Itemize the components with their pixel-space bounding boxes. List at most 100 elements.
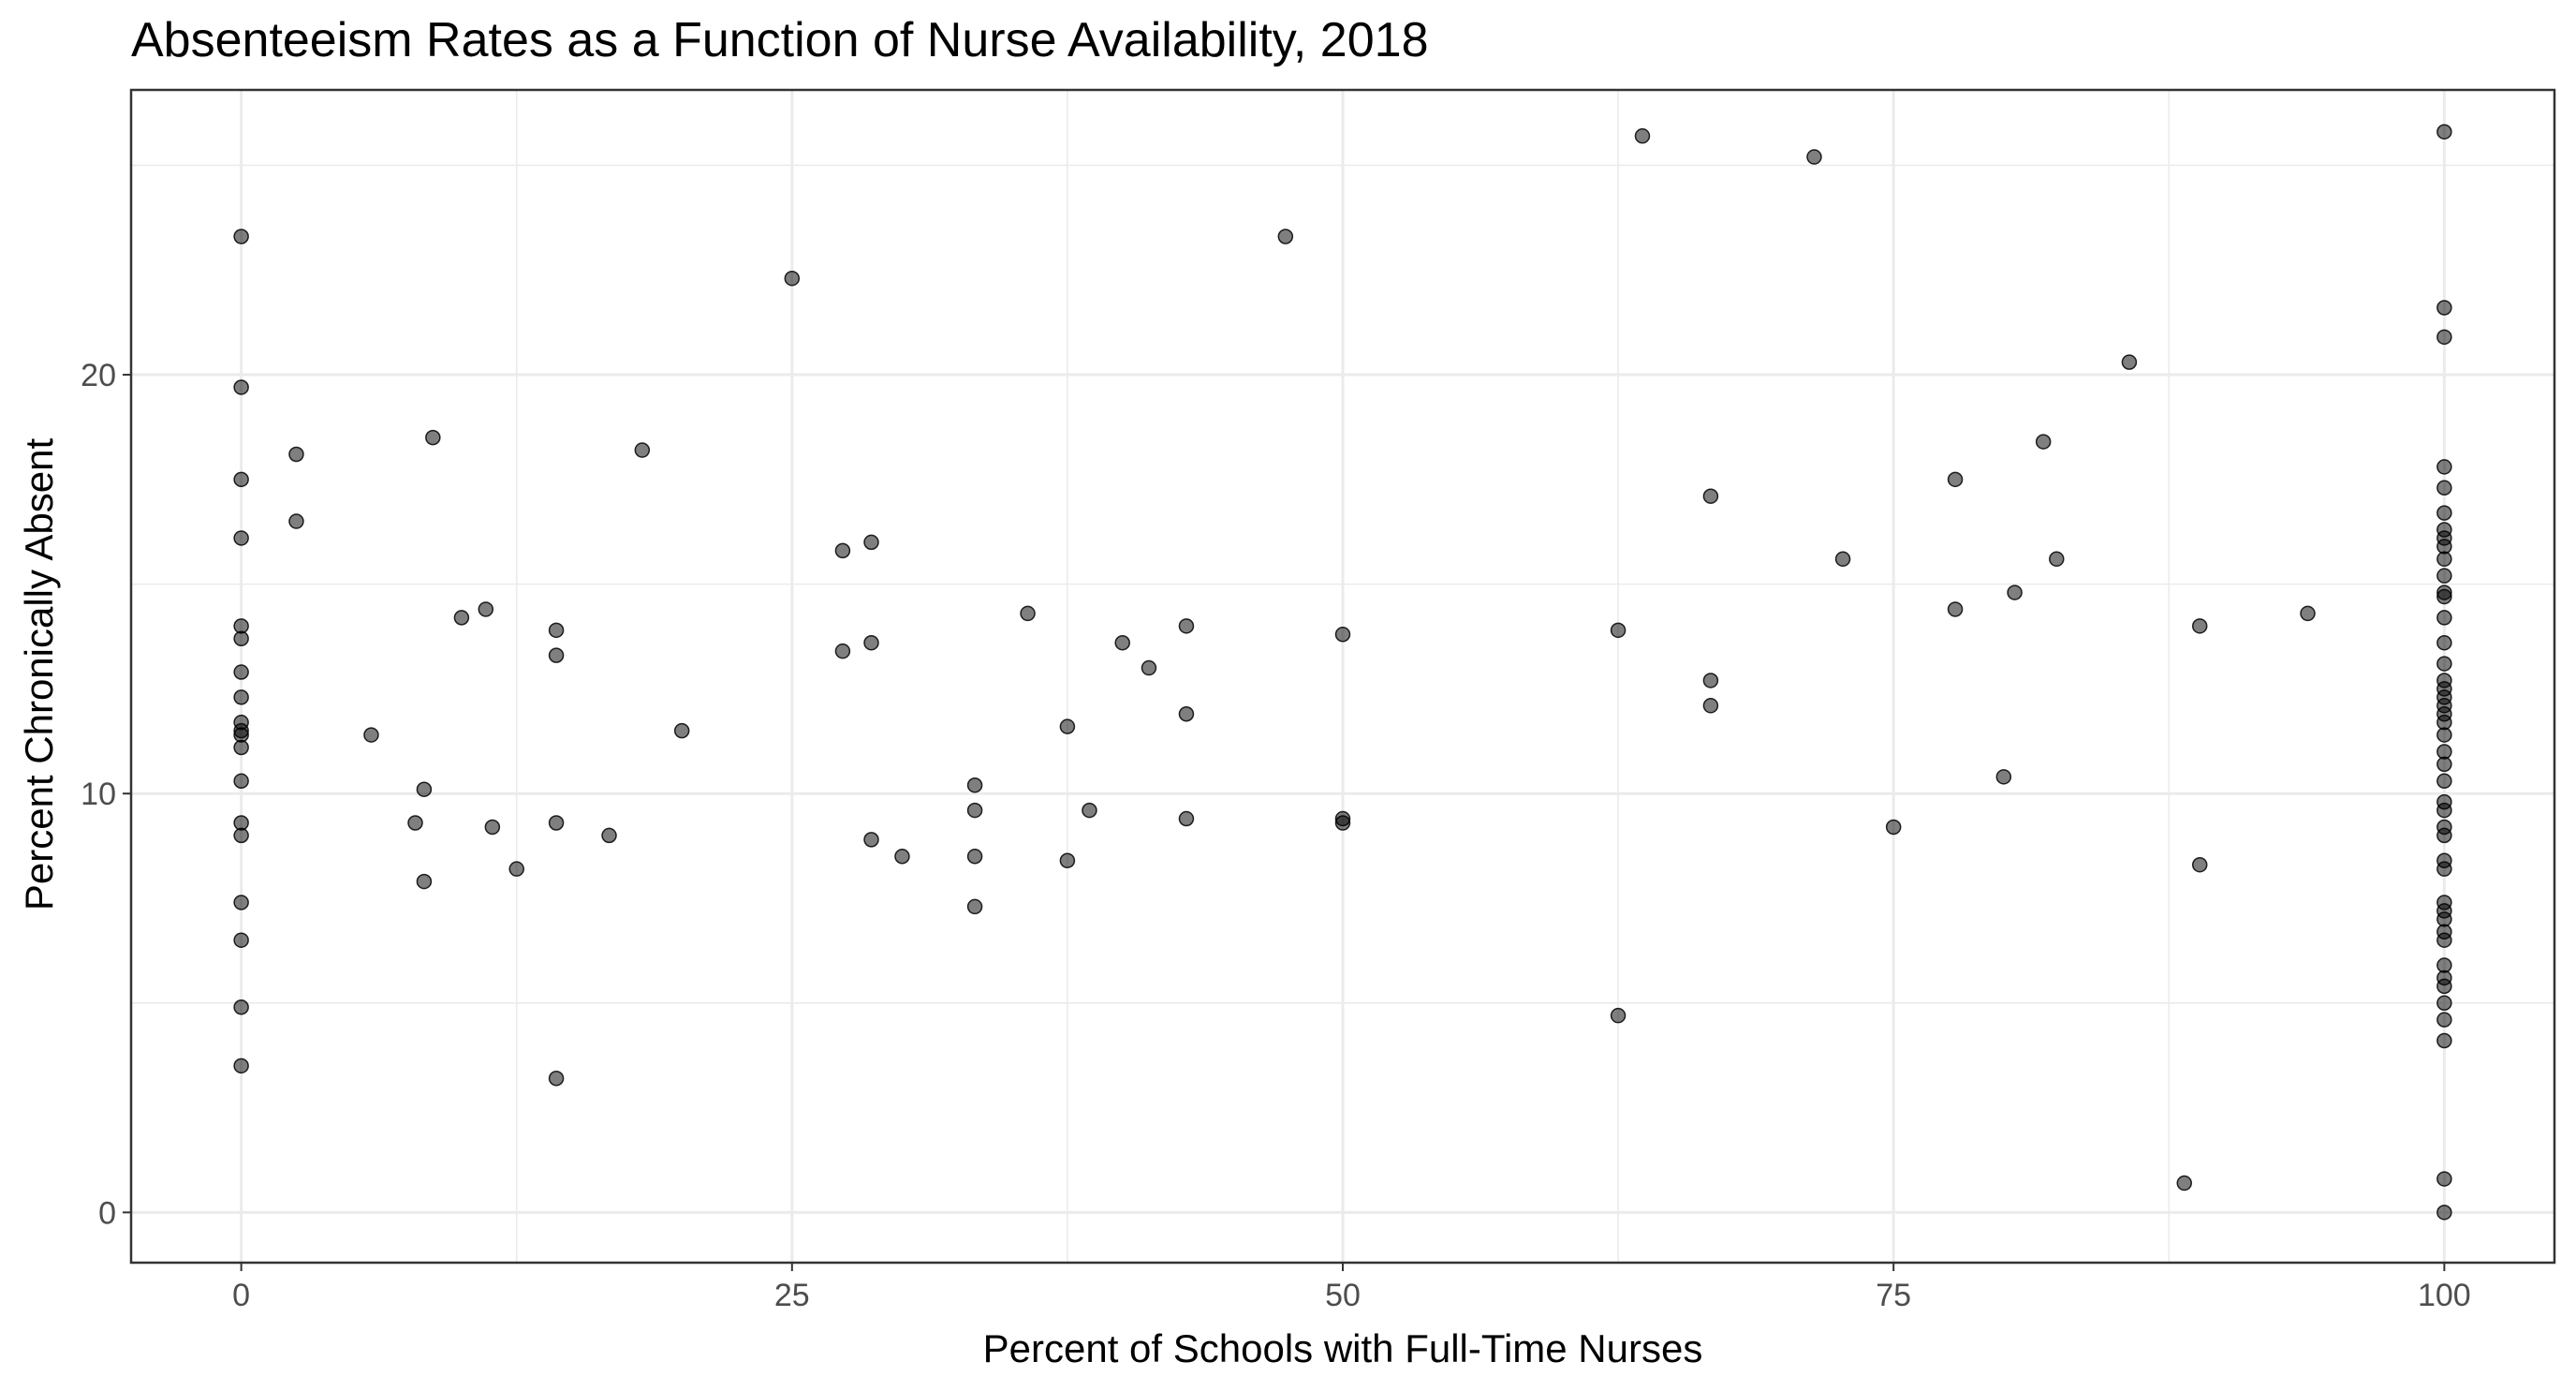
data-point [2436,588,2452,605]
y-axis-title: Percent Chronically Absent [17,438,61,911]
data-point [2300,605,2316,622]
data-point [233,773,249,790]
data-point [2436,827,2452,844]
x-tick-label: 75 [1876,1278,1911,1313]
data-point [1806,149,1822,165]
data-point [1834,551,1851,568]
data-point [1702,698,1719,714]
data-point [2436,459,2452,475]
data-point [1334,815,1351,831]
data-point [2436,505,2452,521]
data-point [1995,769,2012,785]
data-point [233,895,249,910]
data-point [1277,229,1294,244]
data-point [1610,1007,1627,1024]
data-point [2007,585,2023,600]
data-point [863,534,879,551]
data-point [1178,810,1195,827]
data-point [2436,610,2452,626]
data-point [1702,488,1719,504]
data-point [363,727,379,743]
data-point [478,601,494,617]
data-point [2436,756,2452,773]
data-point [548,622,565,639]
data-point [1178,618,1195,634]
data-point [1610,622,1627,639]
data-point [2191,618,2208,634]
data-point [1334,627,1351,643]
data-point [863,832,879,848]
data-point [2176,1175,2192,1191]
data-point [1059,718,1076,734]
data-point [1947,471,1964,488]
data-point [2035,434,2052,450]
data-point [508,861,524,877]
data-point [233,739,249,756]
data-point [233,630,249,647]
data-point [1082,802,1097,819]
data-point [548,647,565,663]
data-point [2436,995,2452,1012]
data-point [2191,856,2208,873]
data-point [233,932,249,948]
data-point [233,379,249,395]
data-point [1634,127,1651,144]
data-point [233,471,249,488]
data-point [407,815,423,831]
data-point [2436,1205,2452,1221]
data-point [288,446,304,463]
data-point [834,643,851,659]
chart-title: Absenteeism Rates as a Function of Nurse… [131,13,1429,67]
data-point [1947,601,1964,617]
data-point [2436,773,2452,790]
data-point [1059,852,1076,868]
data-point [966,777,983,793]
data-point [2436,568,2452,584]
data-point [233,530,249,546]
data-point [2121,354,2138,370]
x-tick-label: 0 [232,1278,250,1313]
x-axis-ticks: 0 25 50 75 100 [232,1263,2471,1313]
data-point [1702,673,1719,688]
data-point [863,634,879,651]
data-point [2436,1012,2452,1028]
data-points [233,124,2452,1221]
data-point [425,429,441,446]
data-point [894,849,910,865]
data-point [634,442,651,458]
data-point [484,819,501,836]
data-point [2436,802,2452,819]
data-point [548,815,565,831]
data-point [453,610,470,626]
data-point [1020,605,1036,622]
x-axis-title: Percent of Schools with Full-Time Nurses [983,1326,1703,1370]
x-tick-label: 100 [2418,1278,2471,1313]
data-point [2436,1032,2452,1049]
data-point [966,898,983,915]
data-point [2436,978,2452,995]
data-point [2436,634,2452,651]
data-point [2436,656,2452,672]
y-tick-label: 10 [81,777,116,812]
data-point [784,270,801,287]
data-point [1885,819,1902,836]
data-point [834,542,851,559]
data-point [2436,551,2452,568]
y-tick-label: 0 [98,1195,116,1231]
x-tick-label: 50 [1325,1278,1361,1313]
data-point [548,1071,565,1087]
data-point [416,781,433,797]
data-point [2436,861,2452,877]
data-point [673,722,690,739]
data-point [2049,551,2065,568]
data-point [233,999,249,1015]
data-point [2436,329,2452,346]
data-point [966,802,983,819]
data-point [1178,705,1195,722]
y-tick-label: 20 [81,358,116,393]
data-point [2436,727,2452,743]
data-point [288,513,304,529]
data-point [2436,300,2452,316]
data-point [2436,1171,2452,1187]
